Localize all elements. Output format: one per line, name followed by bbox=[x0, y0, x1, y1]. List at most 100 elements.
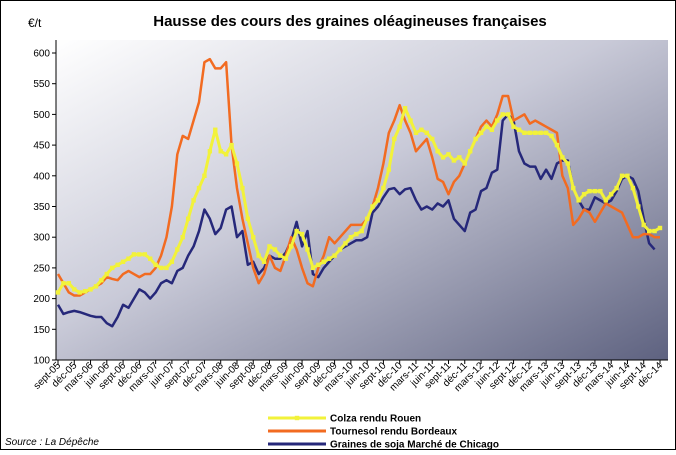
point-marker bbox=[446, 152, 451, 157]
point-marker bbox=[408, 118, 413, 123]
point-marker bbox=[560, 155, 565, 160]
point-marker bbox=[495, 118, 500, 123]
point-marker bbox=[77, 290, 82, 295]
point-marker bbox=[185, 216, 191, 221]
point-marker bbox=[115, 262, 120, 268]
point-marker bbox=[354, 231, 359, 237]
point-marker bbox=[245, 216, 251, 221]
point-marker bbox=[592, 188, 598, 194]
point-marker bbox=[326, 256, 332, 261]
point-marker bbox=[348, 235, 354, 240]
point-marker bbox=[153, 262, 158, 268]
point-marker bbox=[413, 130, 419, 136]
point-marker bbox=[299, 231, 305, 237]
point-marker bbox=[430, 136, 435, 142]
point-marker bbox=[392, 136, 397, 142]
point-marker bbox=[267, 244, 272, 249]
point-marker bbox=[104, 271, 110, 277]
point-marker bbox=[207, 149, 213, 154]
point-marker bbox=[110, 265, 115, 271]
point-marker bbox=[652, 228, 657, 234]
point-marker bbox=[310, 265, 316, 271]
point-marker bbox=[581, 192, 587, 197]
point-marker bbox=[462, 161, 467, 166]
point-marker bbox=[576, 198, 581, 203]
y-tick-label: 200 bbox=[33, 294, 50, 305]
point-marker bbox=[641, 222, 646, 228]
point-marker bbox=[175, 247, 180, 252]
point-marker bbox=[527, 130, 533, 136]
point-marker bbox=[191, 198, 196, 203]
point-marker bbox=[608, 192, 614, 197]
point-marker bbox=[332, 253, 337, 258]
point-marker bbox=[180, 235, 185, 240]
point-marker bbox=[321, 259, 326, 264]
y-tick-label: 450 bbox=[33, 141, 50, 152]
point-marker bbox=[473, 136, 478, 142]
point-marker bbox=[82, 289, 88, 294]
point-marker bbox=[630, 185, 636, 191]
point-marker bbox=[397, 124, 402, 129]
y-tick-label: 400 bbox=[33, 171, 50, 182]
point-marker bbox=[289, 244, 294, 249]
point-marker bbox=[511, 124, 516, 129]
point-marker bbox=[625, 173, 630, 178]
point-marker bbox=[305, 247, 310, 252]
point-marker bbox=[137, 252, 142, 257]
series-line bbox=[56, 106, 661, 294]
point-marker bbox=[88, 287, 93, 292]
point-marker bbox=[381, 185, 386, 191]
legend-label: Graines de soja Marché de Chicago bbox=[330, 440, 499, 451]
point-marker bbox=[229, 142, 234, 148]
y-axis-label: €/t bbox=[28, 16, 42, 30]
point-marker bbox=[402, 106, 408, 111]
y-tick-label: 500 bbox=[33, 110, 50, 121]
point-marker bbox=[169, 259, 175, 264]
point-marker bbox=[424, 130, 429, 136]
y-tick-label: 600 bbox=[33, 49, 50, 60]
point-marker bbox=[587, 188, 592, 194]
point-marker bbox=[251, 235, 256, 240]
point-marker bbox=[603, 198, 608, 203]
point-marker bbox=[619, 173, 625, 178]
y-tick-label: 150 bbox=[33, 325, 50, 336]
point-marker bbox=[375, 198, 381, 203]
point-marker bbox=[337, 247, 343, 252]
point-marker bbox=[440, 155, 446, 160]
point-marker bbox=[636, 204, 641, 209]
point-marker bbox=[272, 247, 278, 252]
point-marker bbox=[147, 256, 153, 261]
point-marker bbox=[489, 127, 495, 132]
point-marker bbox=[196, 185, 202, 191]
point-marker bbox=[158, 265, 164, 271]
y-tick-label: 300 bbox=[33, 233, 50, 244]
legend-label: Colza rendu Rouen bbox=[330, 414, 421, 425]
point-marker bbox=[451, 158, 457, 163]
y-tick-label: 550 bbox=[33, 79, 50, 90]
legend-marker bbox=[294, 415, 300, 421]
point-marker bbox=[213, 127, 218, 132]
point-marker bbox=[646, 228, 652, 234]
point-marker bbox=[261, 259, 267, 264]
point-marker bbox=[223, 152, 229, 157]
point-marker bbox=[598, 188, 603, 194]
point-marker bbox=[61, 281, 66, 286]
point-marker bbox=[164, 265, 169, 271]
point-marker bbox=[500, 112, 505, 117]
point-marker bbox=[614, 185, 619, 191]
point-marker bbox=[516, 127, 522, 132]
point-marker bbox=[126, 256, 131, 261]
point-marker bbox=[505, 112, 511, 117]
point-marker bbox=[55, 290, 61, 295]
point-marker bbox=[364, 216, 370, 221]
point-marker bbox=[538, 130, 543, 136]
point-marker bbox=[240, 185, 245, 191]
legend-label: Tournesol rendu Bordeaux bbox=[330, 427, 457, 438]
point-marker bbox=[359, 228, 364, 234]
point-marker bbox=[72, 287, 77, 292]
plot-area bbox=[56, 40, 668, 360]
chart-title: Hausse des cours des graines oléagineuse… bbox=[153, 13, 547, 30]
point-marker bbox=[554, 142, 560, 148]
point-marker bbox=[549, 133, 554, 139]
